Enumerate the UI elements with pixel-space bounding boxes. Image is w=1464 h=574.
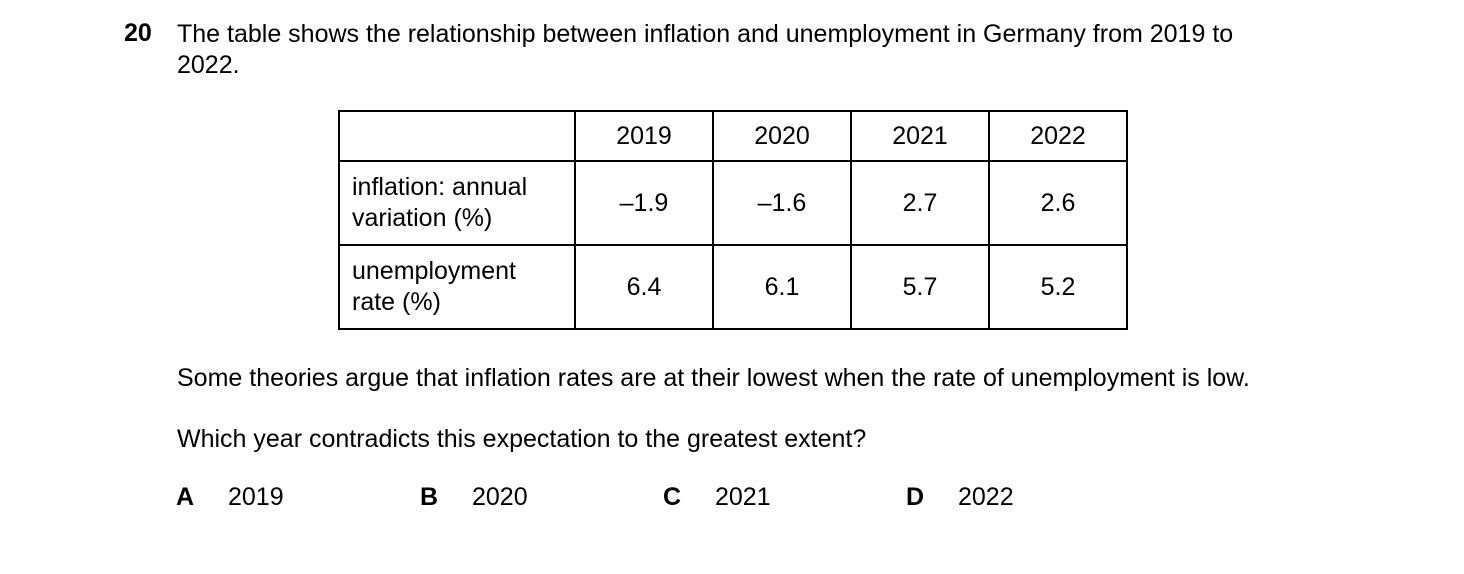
option-text: 2021: [715, 483, 771, 511]
theory-statement: Some theories argue that inflation rates…: [177, 364, 1250, 392]
row-label-unemployment: unemployment rate (%): [338, 244, 576, 330]
option-letter: B: [420, 483, 439, 511]
question-stem-line1: The table shows the relationship between…: [177, 20, 1234, 48]
question-stem: The table shows the relationship between…: [177, 19, 1357, 81]
year-header-2021: 2021: [850, 110, 990, 162]
row-label-line2: rate (%): [352, 288, 441, 316]
question-prompt: Which year contradicts this expectation …: [177, 425, 867, 453]
table-cell: 6.1: [712, 244, 852, 330]
table-cell: 6.4: [574, 244, 714, 330]
option-a[interactable]: A 2019: [176, 483, 284, 512]
row-label-inflation: inflation: annual variation (%): [338, 160, 576, 246]
row-label-line2: variation (%): [352, 204, 493, 232]
year-header-2019: 2019: [574, 110, 714, 162]
data-table: 2019 2020 2021 2022 inflation: annual va…: [338, 110, 1128, 330]
row-label-line1: inflation: annual: [352, 173, 528, 201]
table-cell: 2.7: [850, 160, 990, 246]
option-letter: A: [176, 483, 195, 511]
option-d[interactable]: D 2022: [906, 483, 1014, 512]
option-letter: C: [663, 483, 682, 511]
table-cell: –1.9: [574, 160, 714, 246]
year-header-2020: 2020: [712, 110, 852, 162]
option-text: 2022: [958, 483, 1014, 511]
table-cell: 2.6: [988, 160, 1128, 246]
question-number: 20: [124, 19, 152, 47]
table-row-inflation: inflation: annual variation (%) –1.9 –1.…: [338, 160, 1128, 246]
table-corner-cell: [338, 110, 576, 162]
year-header-2022: 2022: [988, 110, 1128, 162]
option-text: 2019: [228, 483, 284, 511]
question-stem-line2: 2022.: [177, 51, 240, 79]
table-cell: 5.2: [988, 244, 1128, 330]
option-text: 2020: [472, 483, 528, 511]
row-label-line1: unemployment: [352, 257, 516, 285]
option-letter: D: [906, 483, 925, 511]
table-cell: –1.6: [712, 160, 852, 246]
option-b[interactable]: B 2020: [420, 483, 528, 512]
table-row-unemployment: unemployment rate (%) 6.4 6.1 5.7 5.2: [338, 244, 1128, 330]
table-header-row: 2019 2020 2021 2022: [338, 110, 1128, 162]
option-c[interactable]: C 2021: [663, 483, 771, 512]
table-cell: 5.7: [850, 244, 990, 330]
